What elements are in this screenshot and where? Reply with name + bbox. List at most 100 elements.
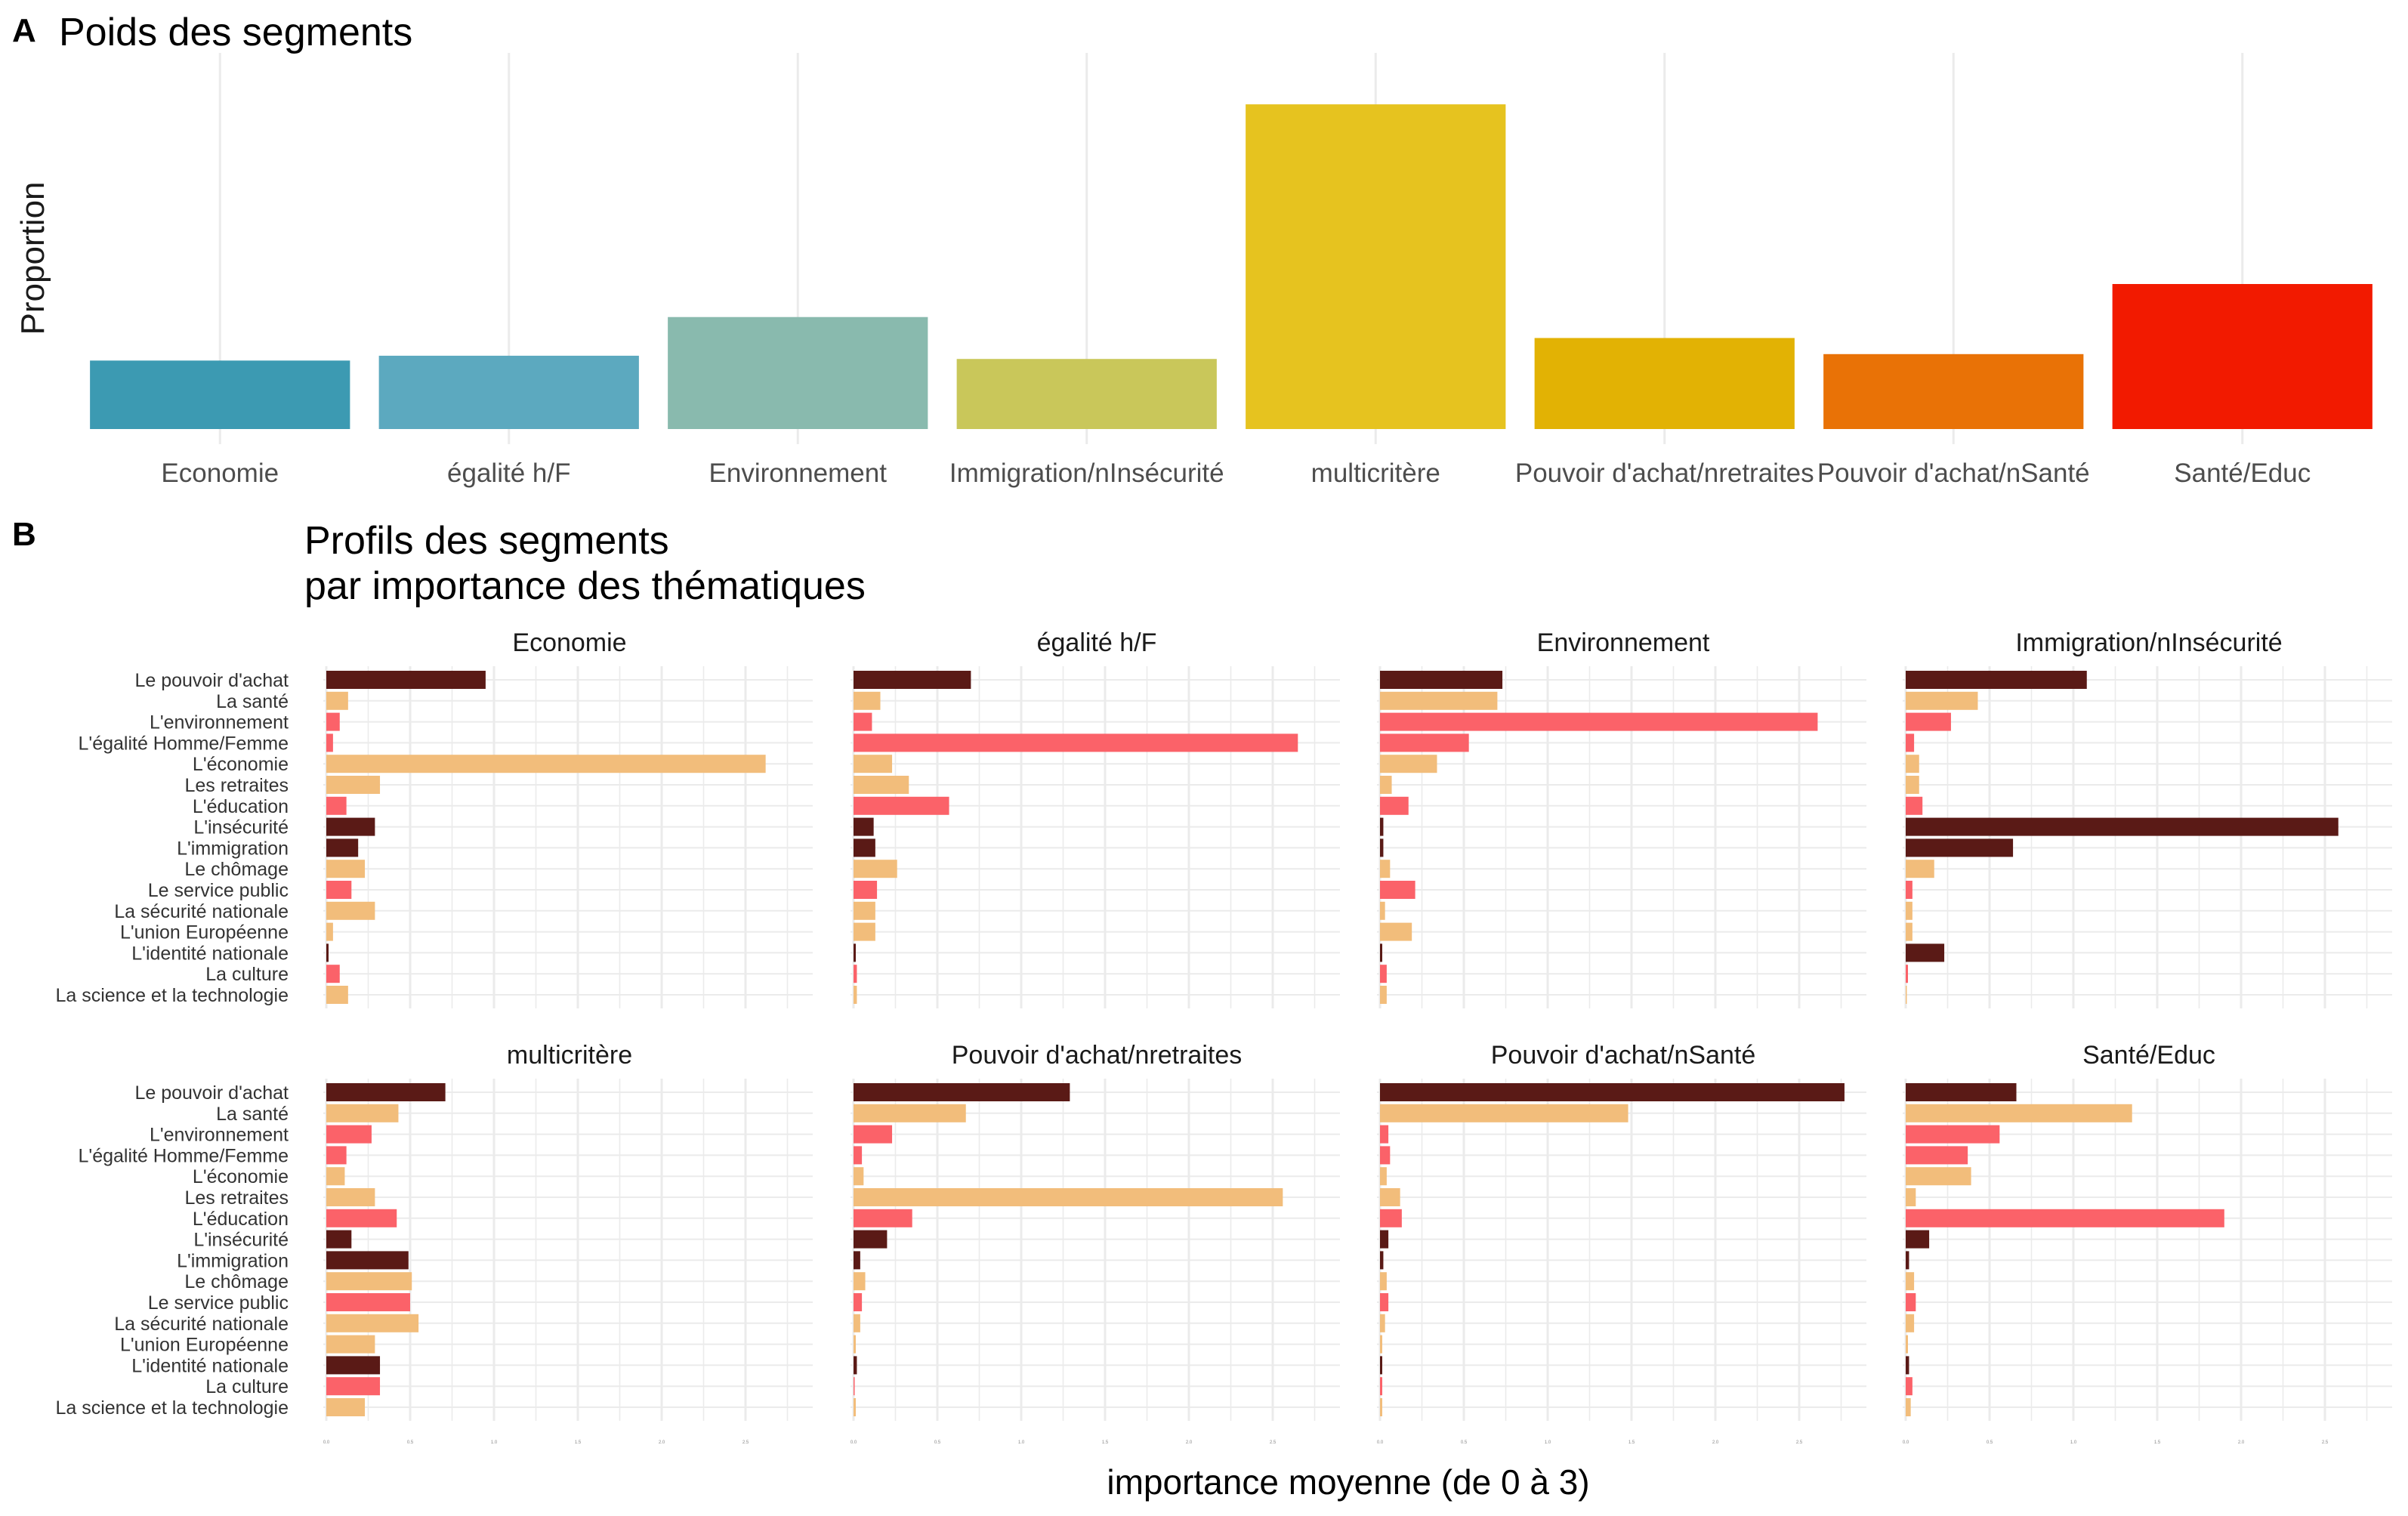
bar-l-ducation [854,1209,912,1227]
panel-a-y-axis-label: Proportion [14,181,51,335]
bar-la-sant [326,1104,399,1122]
facet-strip-label: multicritère [507,1041,632,1070]
bar-l-identit-nationale [1380,1356,1382,1375]
bar-le-service-public [326,1293,410,1311]
bar-l-ducation [1380,1209,1402,1227]
facet-environnement: Environnement [1377,628,1866,1008]
bar-le-service-public [1906,1293,1916,1311]
x-tick-label: 1.0 [1545,1440,1551,1445]
bar-l-galit-homme-femme [1380,733,1469,752]
bar-la-culture [854,965,857,983]
x-tick-label: 0.0 [1903,1440,1909,1445]
panel-a-tick-label: égalité h/F [447,459,570,488]
x-tick-label: 0.5 [1987,1440,1993,1445]
x-tick-label: 2.0 [659,1440,665,1445]
x-tick-label: 1.5 [2154,1440,2161,1445]
bar-l-galit-homme-femme [854,733,1298,752]
category-label: L'insécurité [193,817,289,838]
bar-la-science-et-la-technologie [1906,986,1907,1004]
bar-les-retraites [1380,776,1392,794]
panel-a-bar-pouvoir-d-achat-nretraites [1534,338,1795,429]
facet-immigration-nins-curit: Immigration/nInsécurité [1903,628,2392,1008]
panel-a-bar-sant-educ [2112,284,2372,429]
bar-la-sant [854,691,881,710]
panel-a-tag: A [12,12,36,49]
bar-l-environnement [1906,712,1951,731]
bar-l-ducation [326,1209,397,1227]
category-label: La science et la technologie [55,985,289,1006]
bar-l-conomie [326,755,766,773]
bar-l-ducation [326,796,347,815]
bar-la-culture [326,965,340,983]
bar-le-pouvoir-d-achat [854,1083,1070,1101]
facet-pouvoir-d-achat-nretraites: Pouvoir d'achat/nretraites 0.0 0.5 1.0 1.5 2.… [851,1041,1340,1445]
bar-l-ducation [1906,1209,2224,1227]
category-label: Le service public [148,1292,289,1314]
bar-l-galit-homme-femme [1906,733,1915,752]
category-label: L'égalité Homme/Femme [79,1145,289,1166]
bar-les-retraites [1906,1188,1916,1206]
bar-le-service-public [1380,881,1415,899]
category-label: Les retraites [184,775,289,796]
x-tick-label: 0.5 [934,1440,941,1445]
bar-l-ducation [1906,796,1923,815]
bar-les-retraites [326,1188,375,1206]
panel-a-tick-label: multicritère [1311,459,1440,488]
bar-l-conomie [1906,1167,1971,1186]
bar-l-union-europ-enne [1906,1335,1908,1354]
category-label: La santé [216,691,289,712]
bar-l-immigration [326,1251,409,1270]
bar-le-ch-mage [1380,860,1391,878]
bar-la-science-et-la-technologie [326,1398,366,1416]
bar-les-retraites [326,776,381,794]
bar-l-ins-curit [1380,817,1384,836]
panel-a-tick-label: Santé/Educ [2174,459,2311,488]
bar-la-s-curit-nationale [854,901,875,920]
bar-l-environnement [854,1125,893,1144]
bar-l-ins-curit [854,1230,888,1249]
bar-le-service-public [326,881,352,899]
x-tick-label: 1.5 [1628,1440,1635,1445]
x-tick-label: 1.5 [1102,1440,1109,1445]
bar-la-sant [1380,691,1498,710]
bar-la-culture [326,1377,381,1396]
facet-strip-label: Environnement [1537,628,1710,657]
category-label: L'environnement [150,712,289,733]
bar-l-immigration [1380,1251,1384,1270]
panel-a-bar-economie [90,360,350,429]
bar-l-union-europ-enne [1380,1335,1382,1354]
bar-la-s-curit-nationale [326,1314,419,1332]
bar-le-ch-mage [1906,860,1934,878]
facet-strip-label: égalité h/F [1037,628,1157,657]
category-label: La culture [205,964,289,985]
bar-l-immigration [854,1251,860,1270]
category-label: L'immigration [177,1250,289,1271]
bar-la-culture [854,1377,855,1396]
category-label: L'union Européenne [120,1335,289,1356]
category-label: Le service public [148,880,289,901]
x-tick-label: 0.5 [407,1440,414,1445]
x-tick-label: 1.5 [575,1440,582,1445]
bar-l-union-europ-enne [326,922,333,941]
bar-le-pouvoir-d-achat [326,671,486,689]
bar-le-pouvoir-d-achat [1380,1083,1845,1101]
bar-l-environnement [1380,712,1818,731]
bar-la-s-curit-nationale [1380,901,1385,920]
bar-la-culture [1380,965,1387,983]
bar-l-conomie [854,1167,864,1186]
bar-l-ins-curit [326,1230,352,1249]
bar-l-ducation [1380,796,1409,815]
bar-la-sant [1906,691,1978,710]
x-tick-label: 2.5 [742,1440,749,1445]
bar-l-environnement [326,712,340,731]
category-label: L'identité nationale [131,943,289,964]
bar-la-culture [1380,1377,1382,1396]
category-label: L'éducation [193,1209,289,1230]
x-tick-label: 0.0 [1377,1440,1384,1445]
bar-la-s-curit-nationale [326,901,375,920]
bar-l-immigration [854,838,875,857]
bar-le-service-public [854,881,878,899]
bar-les-retraites [854,776,909,794]
